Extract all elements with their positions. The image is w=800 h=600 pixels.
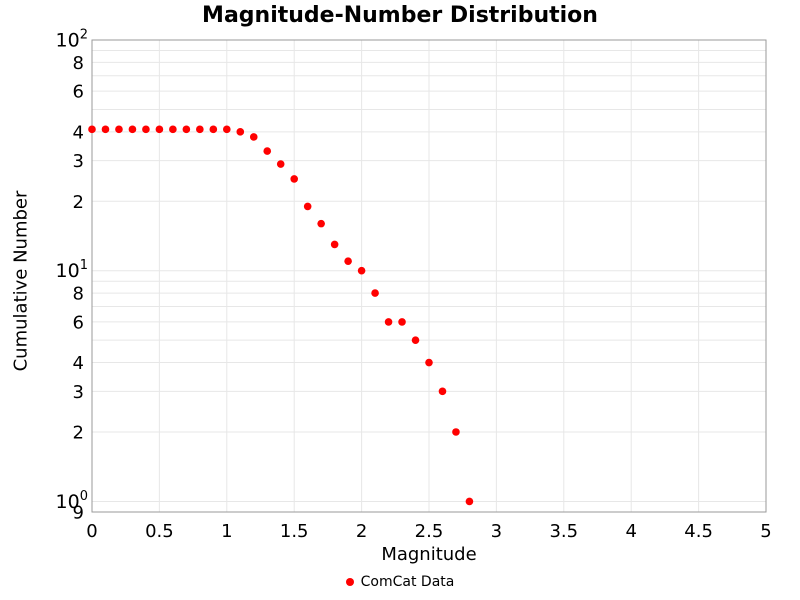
y-tick-label: 3 <box>73 151 84 172</box>
y-tick-label: 9 <box>73 503 84 524</box>
x-tick-label: 3 <box>491 521 502 542</box>
y-tick-label: 8 <box>73 53 84 74</box>
legend-label: ComCat Data <box>360 574 455 590</box>
data-point <box>384 318 393 326</box>
data-point <box>101 125 110 134</box>
y-tick-label: 6 <box>73 312 84 333</box>
x-axis-label: Magnitude <box>381 544 477 565</box>
data-point <box>182 125 191 134</box>
data-point <box>465 497 474 506</box>
data-point <box>317 219 325 228</box>
data-point <box>128 125 137 134</box>
y-tick-label: 2 <box>73 422 84 443</box>
data-point <box>290 175 299 183</box>
y-tick-label: 4 <box>73 353 84 374</box>
data-point <box>142 125 150 134</box>
y-tick-label: 2 <box>73 192 84 213</box>
data-point <box>357 266 366 275</box>
x-tick-label: 2.5 <box>415 521 444 542</box>
data-point <box>276 160 285 168</box>
data-point <box>236 128 245 136</box>
x-tick-label: 4.5 <box>684 521 713 542</box>
chart-title: Magnitude-Number Distribution <box>202 3 598 28</box>
x-tick-label: 2 <box>356 521 367 542</box>
plot-frame <box>91 39 767 513</box>
legend: ComCat Data <box>0 574 800 590</box>
y-tick-label: 8 <box>73 284 84 305</box>
data-point <box>263 147 272 155</box>
y-tick-label: 6 <box>73 82 84 103</box>
data-point <box>330 240 339 249</box>
data-point <box>115 125 123 134</box>
data-point <box>88 125 96 134</box>
legend-marker-icon <box>345 578 354 586</box>
data-point <box>425 358 433 367</box>
x-tick-label: 1 <box>221 521 232 542</box>
x-tick-label: 1.5 <box>280 521 309 542</box>
y-tick-label: 102 <box>56 28 88 52</box>
data-point <box>438 387 447 396</box>
y-tick-label: 101 <box>56 258 88 282</box>
data-point <box>303 202 312 211</box>
data-point <box>209 125 218 134</box>
data-point <box>398 318 406 326</box>
data-point <box>155 125 164 134</box>
x-tick-label: 0.5 <box>145 521 174 542</box>
data-point <box>196 125 204 134</box>
data-point <box>169 125 177 134</box>
y-tick-label: 3 <box>73 382 84 403</box>
data-point <box>223 125 231 134</box>
x-tick-label: 0 <box>86 521 97 542</box>
x-tick-label: 4 <box>625 521 636 542</box>
x-tick-label: 5 <box>760 521 771 542</box>
y-tick-label: 4 <box>73 122 84 143</box>
data-point <box>344 257 352 265</box>
x-tick-label: 3.5 <box>549 521 578 542</box>
data-point <box>249 133 258 141</box>
y-tick-label: 100 <box>56 489 88 513</box>
data-point <box>371 289 379 297</box>
data-point <box>411 336 420 344</box>
data-point <box>452 428 460 436</box>
